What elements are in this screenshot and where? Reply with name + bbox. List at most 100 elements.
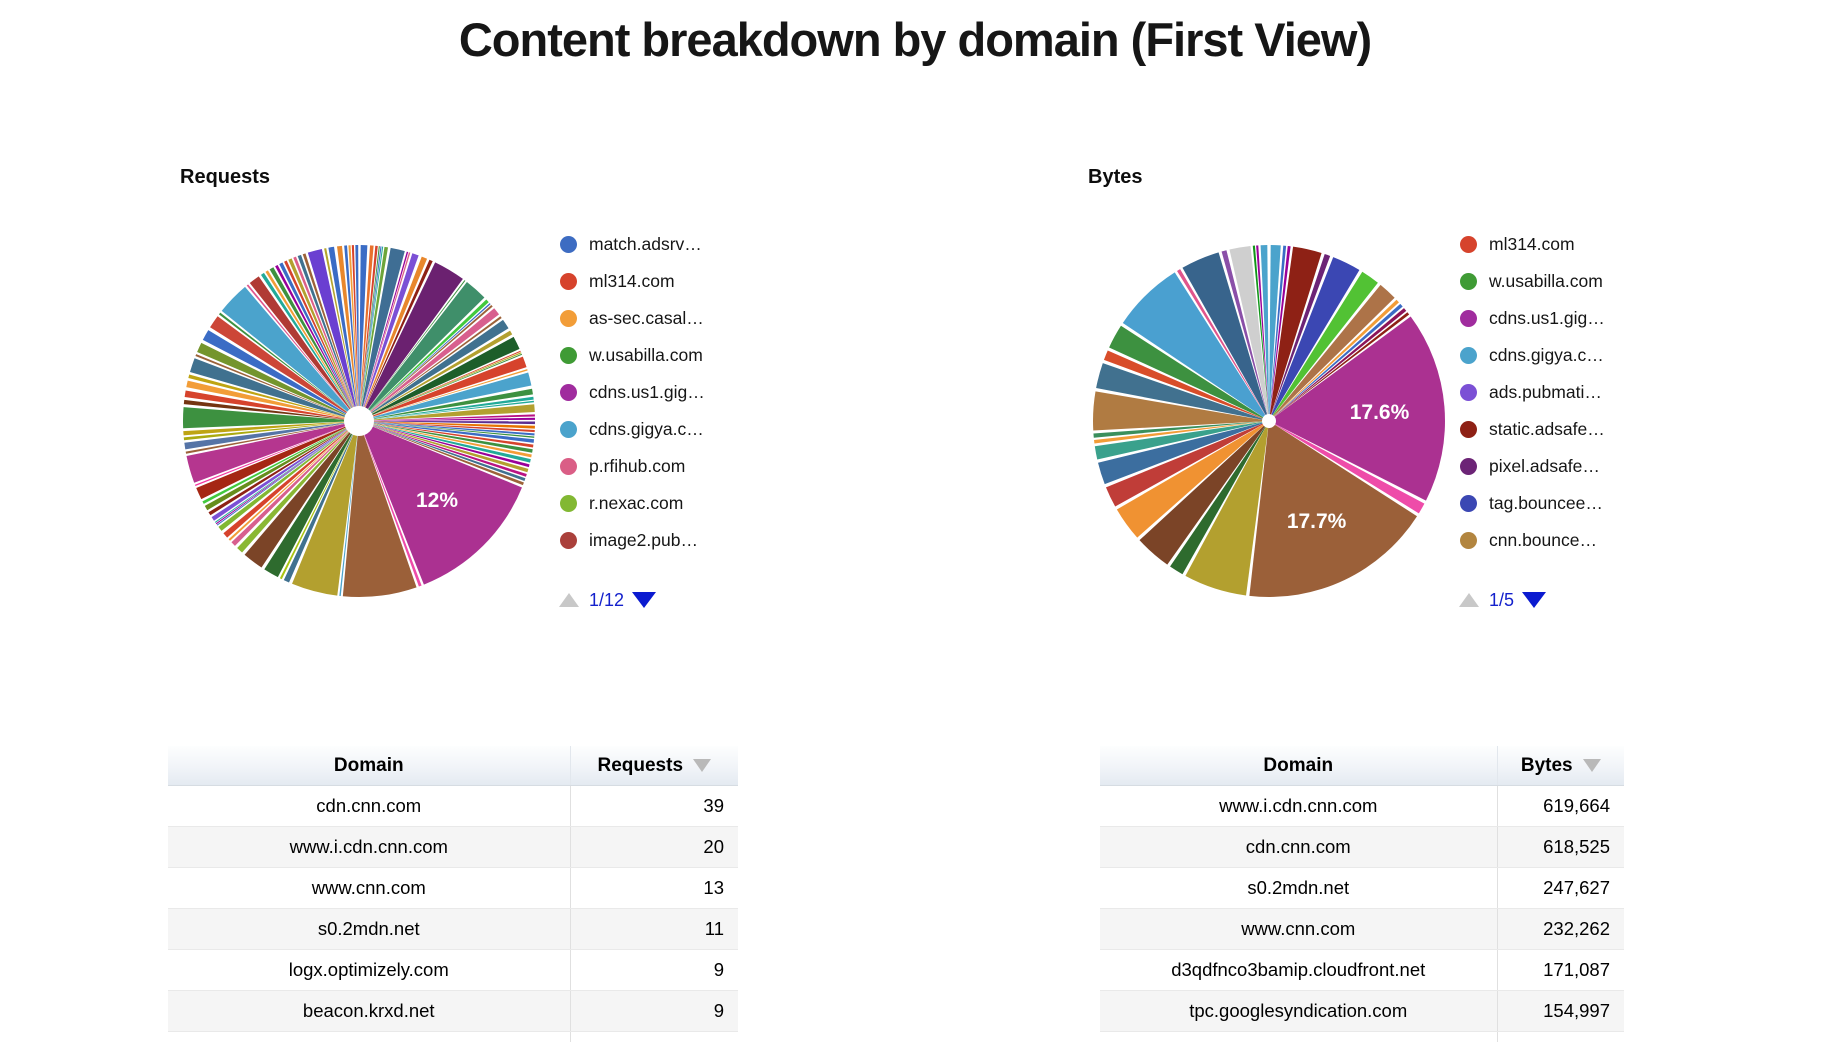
pie-slice[interactable] [194, 421, 359, 487]
pie-slice[interactable] [269, 267, 359, 421]
pie-slice[interactable] [359, 417, 535, 421]
pie-slice[interactable] [359, 304, 493, 421]
pie-slice[interactable] [264, 421, 359, 578]
pie-slice[interactable] [216, 421, 359, 526]
pie-slice[interactable] [1269, 308, 1407, 421]
legend-item[interactable]: match.adsrv… [560, 226, 705, 263]
pie-slice[interactable] [195, 354, 359, 421]
pie-slice[interactable] [359, 352, 522, 421]
legend-item[interactable]: w.usabilla.com [1460, 263, 1605, 300]
pie-slice[interactable] [1269, 271, 1378, 421]
pie-slice[interactable] [359, 421, 422, 587]
pie-slice[interactable] [1269, 246, 1291, 421]
pie-slice[interactable] [211, 421, 359, 521]
pie-slice[interactable] [1094, 421, 1269, 460]
legend-item[interactable]: w.usabilla.com [560, 337, 705, 374]
requests-pie-chart[interactable]: 12% [181, 243, 537, 599]
pie-slice[interactable] [339, 421, 359, 597]
legend-prev-icon[interactable] [559, 593, 579, 607]
pie-slice[interactable] [337, 245, 359, 421]
legend-item[interactable]: p.rfihub.com [560, 448, 705, 485]
pie-slice[interactable] [342, 421, 417, 598]
pie-slice[interactable] [279, 421, 359, 580]
pie-slice[interactable] [275, 264, 359, 421]
pie-slice[interactable] [1109, 325, 1269, 421]
pie-slice[interactable] [359, 252, 411, 421]
pie-slice[interactable] [202, 421, 359, 504]
pie-slice[interactable] [359, 299, 489, 421]
pie-slice[interactable] [359, 245, 374, 421]
pie-slice[interactable] [359, 246, 389, 421]
pie-slice[interactable] [183, 421, 359, 436]
pie-slice[interactable] [210, 316, 359, 421]
pie-slice[interactable] [1269, 303, 1403, 421]
pie-slice[interactable] [359, 319, 509, 421]
legend-item[interactable]: cdns.us1.gig… [1460, 300, 1605, 337]
pie-slice[interactable] [359, 330, 513, 421]
pie-slice[interactable] [359, 421, 527, 477]
pie-slice[interactable] [359, 421, 530, 468]
pie-slice[interactable] [231, 421, 359, 546]
pie-slice[interactable] [359, 247, 405, 421]
pie-slice[interactable] [260, 272, 359, 421]
pie-slice[interactable] [307, 248, 359, 421]
pie-slice[interactable] [359, 336, 520, 421]
pie-slice[interactable] [1098, 421, 1269, 485]
pie-slice[interactable] [265, 270, 359, 421]
pie-slice[interactable] [1139, 421, 1270, 565]
pie-slice[interactable] [237, 421, 359, 553]
pie-slice[interactable] [1122, 272, 1269, 421]
pie-slice[interactable] [359, 421, 535, 436]
pie-slice[interactable] [1269, 312, 1410, 421]
legend-item[interactable]: ml314.com [560, 263, 705, 300]
pie-slice[interactable] [279, 262, 359, 421]
pie-slice[interactable] [359, 316, 502, 421]
pie-slice[interactable] [359, 303, 491, 421]
pie-slice[interactable] [1269, 257, 1360, 421]
pie-slice[interactable] [215, 421, 359, 525]
pie-slice[interactable] [1221, 250, 1269, 421]
pie-slice[interactable] [292, 421, 359, 596]
pie-slice[interactable] [359, 421, 529, 473]
pie-slice[interactable] [182, 407, 359, 429]
pie-slice[interactable] [1105, 421, 1269, 507]
pie-slice[interactable] [359, 421, 535, 433]
pie-slice[interactable] [359, 356, 527, 421]
pie-slice[interactable] [1177, 269, 1269, 421]
pie-slice[interactable] [359, 400, 534, 421]
legend-next-icon[interactable] [632, 592, 657, 608]
pie-slice[interactable] [1269, 254, 1331, 421]
pie-slice[interactable] [1116, 421, 1269, 538]
pie-slice[interactable] [1229, 245, 1269, 421]
pie-slice[interactable] [1185, 421, 1269, 596]
pie-slice[interactable] [246, 284, 359, 421]
pie-slice[interactable] [196, 421, 359, 500]
pie-slice[interactable] [359, 253, 419, 421]
pie-slice[interactable] [183, 399, 359, 421]
pie-slice[interactable] [1182, 252, 1269, 421]
pie-slice[interactable] [324, 248, 359, 421]
pie-slice[interactable] [359, 245, 378, 421]
pie-slice[interactable] [221, 286, 359, 421]
pie-slice[interactable] [184, 390, 359, 421]
pie-slice[interactable] [359, 308, 500, 421]
bytes-pie-chart[interactable]: 17.6% 17.7% [1091, 243, 1447, 599]
pie-slice[interactable] [328, 246, 359, 421]
pie-slice[interactable] [359, 421, 533, 453]
pie-slice[interactable] [228, 421, 359, 541]
pie-slice[interactable] [344, 245, 359, 421]
pie-slice[interactable] [1093, 391, 1269, 431]
pie-slice[interactable] [204, 421, 359, 511]
pie-slice[interactable] [1260, 245, 1269, 421]
legend-item[interactable]: r.nexac.com [560, 485, 705, 522]
pie-slice[interactable] [359, 388, 533, 421]
pie-slice[interactable] [1256, 245, 1269, 421]
legend-item[interactable]: image2.pub… [560, 522, 705, 559]
pie-slice[interactable] [359, 280, 466, 421]
pie-slice[interactable] [351, 245, 359, 421]
legend-prev-icon[interactable] [1459, 593, 1479, 607]
pie-slice[interactable] [214, 421, 359, 523]
pie-slice[interactable] [359, 421, 524, 486]
pie-slice[interactable] [359, 421, 535, 429]
pie-slice[interactable] [359, 414, 535, 421]
